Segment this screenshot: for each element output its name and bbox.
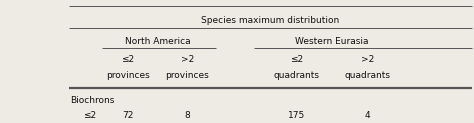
Text: 175: 175	[288, 111, 305, 120]
Text: Biochrons: Biochrons	[70, 96, 115, 105]
Text: ≤2: ≤2	[290, 55, 303, 64]
Text: North America: North America	[125, 37, 191, 46]
Text: >2: >2	[361, 55, 374, 64]
Text: 72: 72	[122, 111, 134, 120]
Text: quadrants: quadrants	[344, 71, 391, 80]
Text: Western Eurasia: Western Eurasia	[295, 37, 369, 46]
Text: provinces: provinces	[106, 71, 150, 80]
Text: 8: 8	[184, 111, 190, 120]
Text: 4: 4	[365, 111, 370, 120]
Text: >2: >2	[181, 55, 194, 64]
Text: ≤2: ≤2	[121, 55, 135, 64]
Text: Species maximum distribution: Species maximum distribution	[201, 16, 339, 25]
Text: ≤2: ≤2	[83, 111, 96, 120]
Text: provinces: provinces	[165, 71, 209, 80]
Text: quadrants: quadrants	[273, 71, 319, 80]
